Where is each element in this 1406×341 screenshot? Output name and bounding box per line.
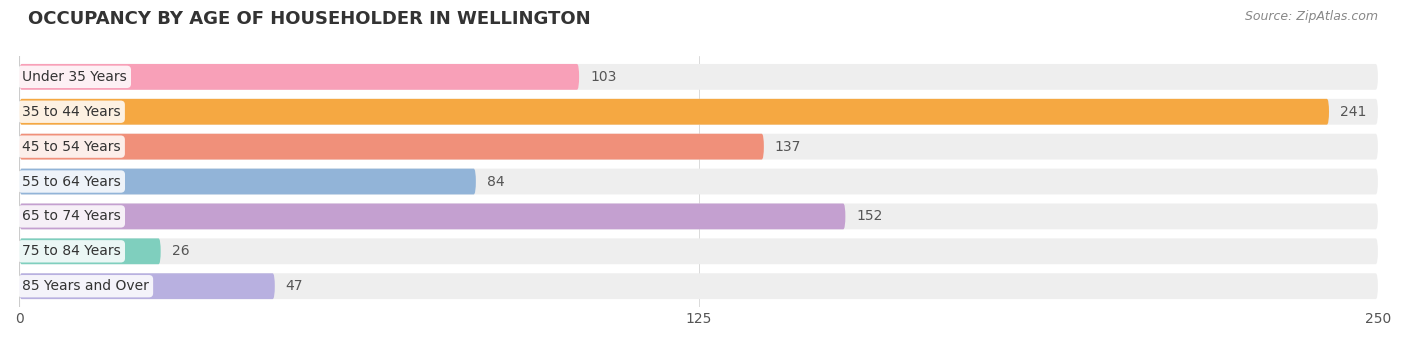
FancyBboxPatch shape (20, 204, 1378, 229)
FancyBboxPatch shape (20, 99, 1329, 125)
Text: 85 Years and Over: 85 Years and Over (22, 279, 149, 293)
Text: OCCUPANCY BY AGE OF HOUSEHOLDER IN WELLINGTON: OCCUPANCY BY AGE OF HOUSEHOLDER IN WELLI… (28, 10, 591, 28)
FancyBboxPatch shape (20, 238, 1378, 264)
FancyBboxPatch shape (20, 204, 845, 229)
Text: 47: 47 (285, 279, 304, 293)
Text: 103: 103 (591, 70, 616, 84)
FancyBboxPatch shape (20, 134, 763, 160)
Text: 152: 152 (856, 209, 883, 223)
Text: 55 to 64 Years: 55 to 64 Years (22, 175, 121, 189)
FancyBboxPatch shape (20, 273, 1378, 299)
Text: 241: 241 (1340, 105, 1367, 119)
FancyBboxPatch shape (20, 168, 475, 194)
Text: 26: 26 (172, 244, 190, 258)
FancyBboxPatch shape (20, 99, 1378, 125)
FancyBboxPatch shape (20, 238, 160, 264)
Text: Under 35 Years: Under 35 Years (22, 70, 127, 84)
Text: 45 to 54 Years: 45 to 54 Years (22, 139, 121, 154)
FancyBboxPatch shape (20, 64, 579, 90)
FancyBboxPatch shape (20, 273, 274, 299)
FancyBboxPatch shape (20, 168, 1378, 194)
Text: 35 to 44 Years: 35 to 44 Years (22, 105, 121, 119)
Text: 75 to 84 Years: 75 to 84 Years (22, 244, 121, 258)
Text: 84: 84 (486, 175, 505, 189)
FancyBboxPatch shape (20, 134, 1378, 160)
Text: 137: 137 (775, 139, 801, 154)
Text: Source: ZipAtlas.com: Source: ZipAtlas.com (1244, 10, 1378, 23)
FancyBboxPatch shape (20, 64, 1378, 90)
Text: 65 to 74 Years: 65 to 74 Years (22, 209, 121, 223)
